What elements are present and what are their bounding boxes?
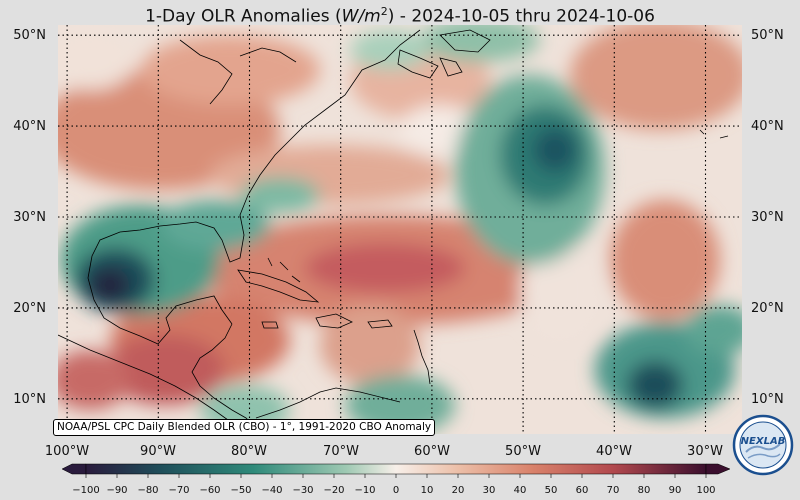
colorbar-tick-label: 100 — [696, 485, 715, 496]
data-credit-label: NOAA/PSL CPC Daily Blended OLR (CBO) - 1… — [53, 419, 436, 436]
colorbar-tick-label: 90 — [669, 485, 682, 496]
colorbar-min-arrow — [61, 463, 87, 475]
lat-labels-right: 10°N 20°N 30°N 40°N 50°N — [751, 28, 784, 407]
colorbar-tick-label: −50 — [230, 485, 251, 496]
map-title: 1-Day OLR Anomalies (W/m2) - 2024-10-05 … — [145, 5, 655, 27]
lon-label-50w: 50°W — [505, 444, 541, 459]
nexlab-logo: NEXLAB — [732, 414, 794, 476]
lat-label-20n: 20°N — [13, 301, 46, 316]
anomaly-field — [58, 25, 742, 434]
coastlines — [58, 29, 729, 431]
lat-label-40n-right: 40°N — [751, 119, 784, 134]
lon-label-70w: 70°W — [323, 444, 359, 459]
lat-label-20n-right: 20°N — [751, 301, 784, 316]
colorbar-tick-label: −20 — [323, 485, 344, 496]
lat-label-50n: 50°N — [13, 28, 46, 43]
colorbar-tick-label: −100 — [72, 485, 99, 496]
colorbar-tick-label: −10 — [354, 485, 375, 496]
colorbar-tick-label: −30 — [292, 485, 313, 496]
colorbar-tick-label: 10 — [421, 485, 434, 496]
lat-label-50n-right: 50°N — [751, 28, 784, 43]
colorbar-tick-label: 0 — [393, 485, 399, 496]
colorbar-ticks: −100 −90 −80 −70 −60 −50 −40 −30 −20 −10 0 10 20 30 40… — [72, 474, 716, 496]
lon-label-30w: 30°W — [687, 444, 723, 459]
colorbar-tick-label: −90 — [106, 485, 127, 496]
lon-label-40w: 40°W — [596, 444, 632, 459]
colorbar-tick-label: 30 — [483, 485, 496, 496]
colorbar-tick-label: 80 — [638, 485, 651, 496]
colorbar-tick-label: −60 — [199, 485, 220, 496]
colorbar: −100 −90 −80 −70 −60 −50 −40 −30 −20 −10 0 10 20 30 40… — [61, 463, 731, 496]
lat-label-30n: 30°N — [13, 210, 46, 225]
lon-label-60w: 60°W — [414, 444, 450, 459]
lat-labels-left: 10°N 20°N 30°N 40°N 50°N — [13, 28, 46, 407]
lon-label-90w: 90°W — [140, 444, 176, 459]
lat-label-40n: 40°N — [13, 119, 46, 134]
lat-label-30n-right: 30°N — [751, 210, 784, 225]
svg-text:NEXLAB: NEXLAB — [741, 436, 786, 447]
lat-label-10n-right: 10°N — [751, 392, 784, 407]
colorbar-tick-label: −40 — [261, 485, 282, 496]
colorbar-tick-label: 70 — [607, 485, 620, 496]
lon-label-80w: 80°W — [231, 444, 267, 459]
lon-label-100w: 100°W — [45, 444, 89, 459]
colorbar-gradient — [85, 463, 707, 475]
colorbar-tick-label: −80 — [137, 485, 158, 496]
colorbar-tick-label: 60 — [576, 485, 589, 496]
colorbar-tick-label: 20 — [452, 485, 465, 496]
colorbar-tick-label: −70 — [168, 485, 189, 496]
colorbar-max-arrow — [705, 463, 731, 475]
lon-labels: 100°W 90°W 80°W 70°W 60°W 50°W 40°W 30°W — [45, 444, 723, 459]
colorbar-tick-label: 50 — [545, 485, 558, 496]
lat-label-10n: 10°N — [13, 392, 46, 407]
colorbar-tick-label: 40 — [514, 485, 527, 496]
gridlines — [58, 25, 742, 434]
